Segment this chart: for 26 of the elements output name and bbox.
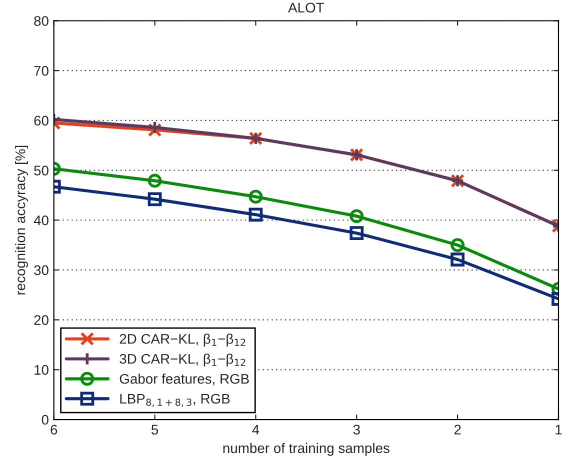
chart-title: ALOT: [288, 2, 324, 13]
x-tick-label: 2: [454, 424, 461, 434]
y-axis-title: recognition accyracy [%]: [15, 146, 28, 294]
y-tick-label: 40: [34, 215, 48, 226]
y-tick-label: 60: [34, 116, 48, 126]
legend-label: LBP$_{8,1+8,3}$, RGB: [120, 394, 230, 407]
y-tick-label: 70: [34, 66, 48, 76]
point: [248, 190, 263, 204]
y-tick-label: 0: [42, 414, 48, 425]
x-tick-label: 1: [556, 424, 562, 434]
y-tick-label: 20: [34, 315, 48, 325]
x-axis-title: number of training samples: [223, 442, 390, 456]
x-tick-label: 4: [252, 424, 260, 434]
y-tick-label: 10: [34, 365, 48, 375]
x-tick-label: 6: [50, 424, 58, 435]
x-tick-label: 5: [151, 424, 158, 435]
x-tick-label: 3: [353, 424, 360, 435]
legend-label: 3D CAR−KL, β$_{1}$−β$_{12}$: [120, 354, 246, 367]
point: [248, 208, 263, 222]
y-tick-label: 30: [34, 265, 48, 276]
point: [350, 226, 364, 240]
point: [350, 209, 364, 224]
legend-label: 2D CAR−KL, β$_{1}$−β$_{12}$: [120, 334, 246, 347]
y-tick-label: 80: [34, 16, 48, 26]
legend-label: Gabor features, RGB: [120, 374, 249, 386]
y-tick-label: 50: [34, 166, 48, 176]
